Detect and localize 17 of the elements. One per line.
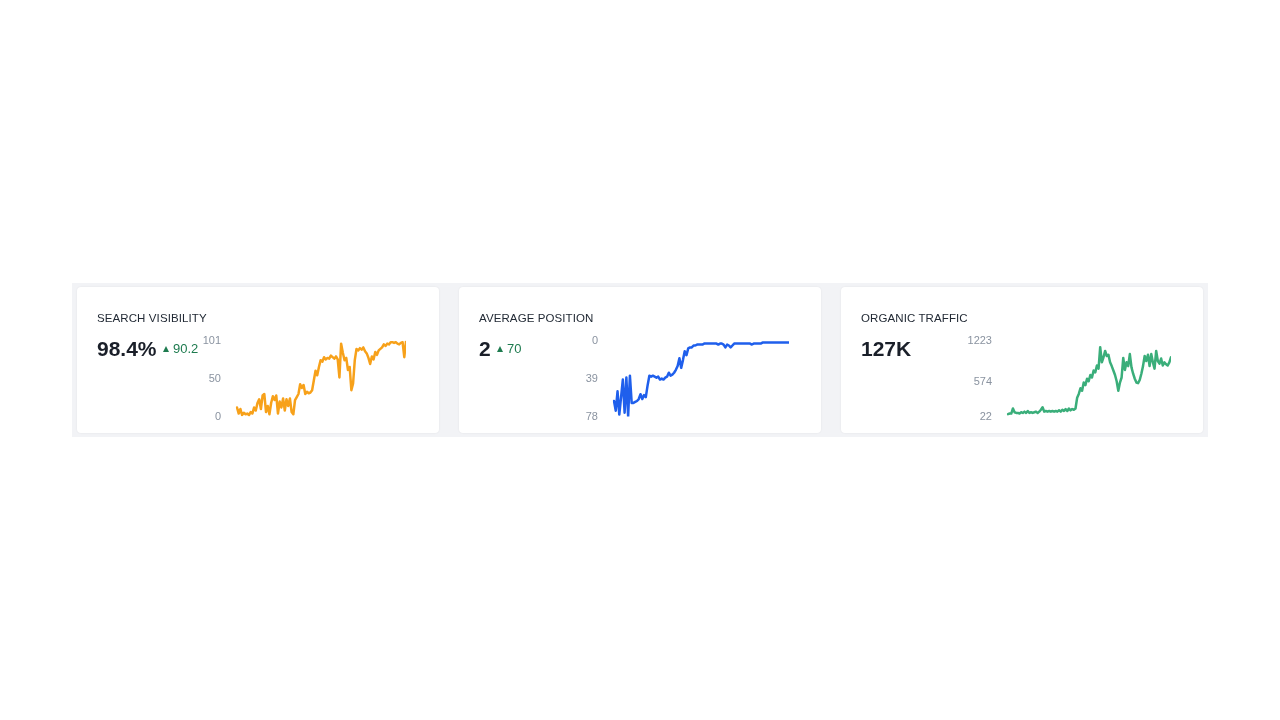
chart-subtitle: 127K: [861, 337, 912, 361]
y-tick-label: 78: [585, 409, 598, 422]
y-tick-label: 0: [591, 334, 598, 347]
text: ORGANIC TRAFFIC: [861, 311, 968, 325]
y-tick-label: 574: [973, 375, 992, 388]
chart-subtitle: 2: [479, 337, 491, 361]
y-tick-label: 101: [202, 334, 221, 347]
y-tick-label: 22: [979, 409, 992, 422]
y-tick-label: 0: [214, 409, 221, 422]
chart-title: SEARCH VISIBILITY: [97, 311, 207, 325]
chart-subtitle: 98.4%: [97, 337, 157, 361]
chart-title: AVERAGE POSITION: [479, 311, 594, 325]
text: 90.2: [173, 341, 199, 356]
y-tick-label: 39: [585, 372, 598, 385]
y-tick-label: 1223: [967, 334, 992, 347]
text: 70: [507, 341, 522, 356]
y-tick-label: 50: [208, 372, 221, 385]
